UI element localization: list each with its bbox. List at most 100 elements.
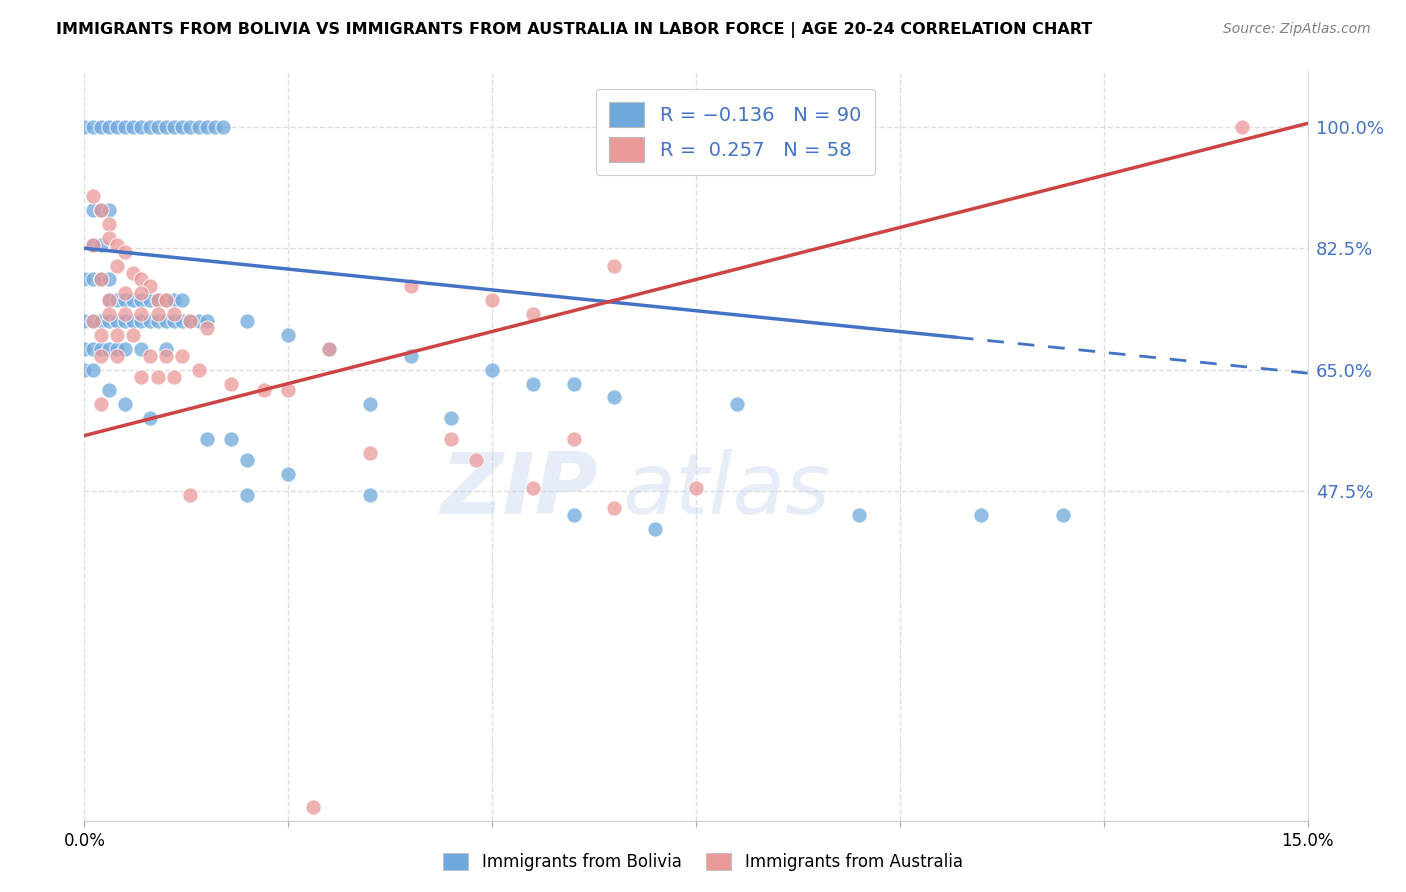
Point bbox=[359, 397, 381, 411]
Text: IMMIGRANTS FROM BOLIVIA VS IMMIGRANTS FROM AUSTRALIA IN LABOR FORCE | AGE 20-24 : IMMIGRANTS FROM BOLIVIA VS IMMIGRANTS FR… bbox=[56, 22, 1092, 38]
Point bbox=[105, 120, 128, 134]
Point bbox=[97, 293, 120, 308]
Point bbox=[522, 481, 544, 495]
Point bbox=[399, 349, 422, 363]
Point bbox=[146, 369, 169, 384]
Point bbox=[155, 349, 177, 363]
Point bbox=[146, 307, 169, 321]
Point bbox=[131, 286, 153, 301]
Point bbox=[73, 362, 96, 376]
Point bbox=[97, 203, 120, 218]
Point bbox=[90, 342, 112, 356]
Legend: Immigrants from Bolivia, Immigrants from Australia: Immigrants from Bolivia, Immigrants from… bbox=[434, 845, 972, 880]
Point bbox=[318, 342, 340, 356]
Point bbox=[97, 307, 120, 321]
Point bbox=[114, 293, 136, 308]
Point bbox=[90, 203, 112, 218]
Point bbox=[195, 120, 218, 134]
Point bbox=[138, 314, 160, 328]
Point bbox=[163, 307, 186, 321]
Point bbox=[90, 328, 112, 343]
Point bbox=[105, 349, 128, 363]
Point bbox=[82, 189, 104, 203]
Point bbox=[685, 481, 707, 495]
Point bbox=[138, 349, 160, 363]
Point bbox=[195, 314, 218, 328]
Point bbox=[179, 314, 201, 328]
Point bbox=[562, 432, 585, 446]
Point bbox=[277, 328, 299, 343]
Point bbox=[82, 203, 104, 218]
Point bbox=[138, 293, 160, 308]
Point bbox=[318, 342, 340, 356]
Point bbox=[138, 279, 160, 293]
Point bbox=[73, 272, 96, 286]
Point bbox=[138, 411, 160, 425]
Point bbox=[163, 293, 186, 308]
Point bbox=[562, 376, 585, 391]
Point bbox=[187, 314, 209, 328]
Point bbox=[97, 293, 120, 308]
Point bbox=[105, 293, 128, 308]
Point bbox=[163, 369, 186, 384]
Point bbox=[179, 314, 201, 328]
Point bbox=[122, 266, 145, 280]
Point bbox=[131, 307, 153, 321]
Point bbox=[97, 272, 120, 286]
Point bbox=[90, 237, 112, 252]
Point bbox=[82, 237, 104, 252]
Point bbox=[105, 259, 128, 273]
Point bbox=[105, 342, 128, 356]
Point bbox=[90, 397, 112, 411]
Point bbox=[146, 314, 169, 328]
Point bbox=[122, 293, 145, 308]
Point bbox=[105, 237, 128, 252]
Point bbox=[105, 328, 128, 343]
Point bbox=[440, 432, 463, 446]
Point bbox=[187, 120, 209, 134]
Text: ZIP: ZIP bbox=[440, 450, 598, 533]
Point bbox=[97, 217, 120, 231]
Point bbox=[359, 487, 381, 501]
Point bbox=[179, 120, 201, 134]
Point bbox=[172, 349, 194, 363]
Point bbox=[82, 120, 104, 134]
Point bbox=[644, 522, 666, 536]
Point bbox=[82, 237, 104, 252]
Point bbox=[195, 432, 218, 446]
Point bbox=[219, 432, 242, 446]
Point bbox=[277, 384, 299, 398]
Point bbox=[603, 259, 626, 273]
Point bbox=[138, 120, 160, 134]
Point bbox=[114, 397, 136, 411]
Point bbox=[1232, 120, 1254, 134]
Point bbox=[122, 328, 145, 343]
Point bbox=[848, 508, 870, 523]
Point bbox=[131, 314, 153, 328]
Point bbox=[73, 314, 96, 328]
Point bbox=[481, 293, 503, 308]
Point bbox=[73, 120, 96, 134]
Point bbox=[97, 120, 120, 134]
Legend: R = −0.136   N = 90, R =  0.257   N = 58: R = −0.136 N = 90, R = 0.257 N = 58 bbox=[596, 88, 875, 176]
Point bbox=[301, 799, 323, 814]
Point bbox=[97, 342, 120, 356]
Point bbox=[73, 342, 96, 356]
Point bbox=[155, 293, 177, 308]
Point bbox=[172, 293, 194, 308]
Point bbox=[399, 279, 422, 293]
Point bbox=[82, 314, 104, 328]
Point bbox=[163, 120, 186, 134]
Point bbox=[131, 369, 153, 384]
Point bbox=[522, 376, 544, 391]
Point bbox=[146, 293, 169, 308]
Point bbox=[97, 314, 120, 328]
Point bbox=[114, 286, 136, 301]
Point bbox=[146, 293, 169, 308]
Point bbox=[82, 314, 104, 328]
Point bbox=[440, 411, 463, 425]
Point bbox=[131, 293, 153, 308]
Point bbox=[195, 321, 218, 335]
Point bbox=[253, 384, 276, 398]
Point bbox=[155, 314, 177, 328]
